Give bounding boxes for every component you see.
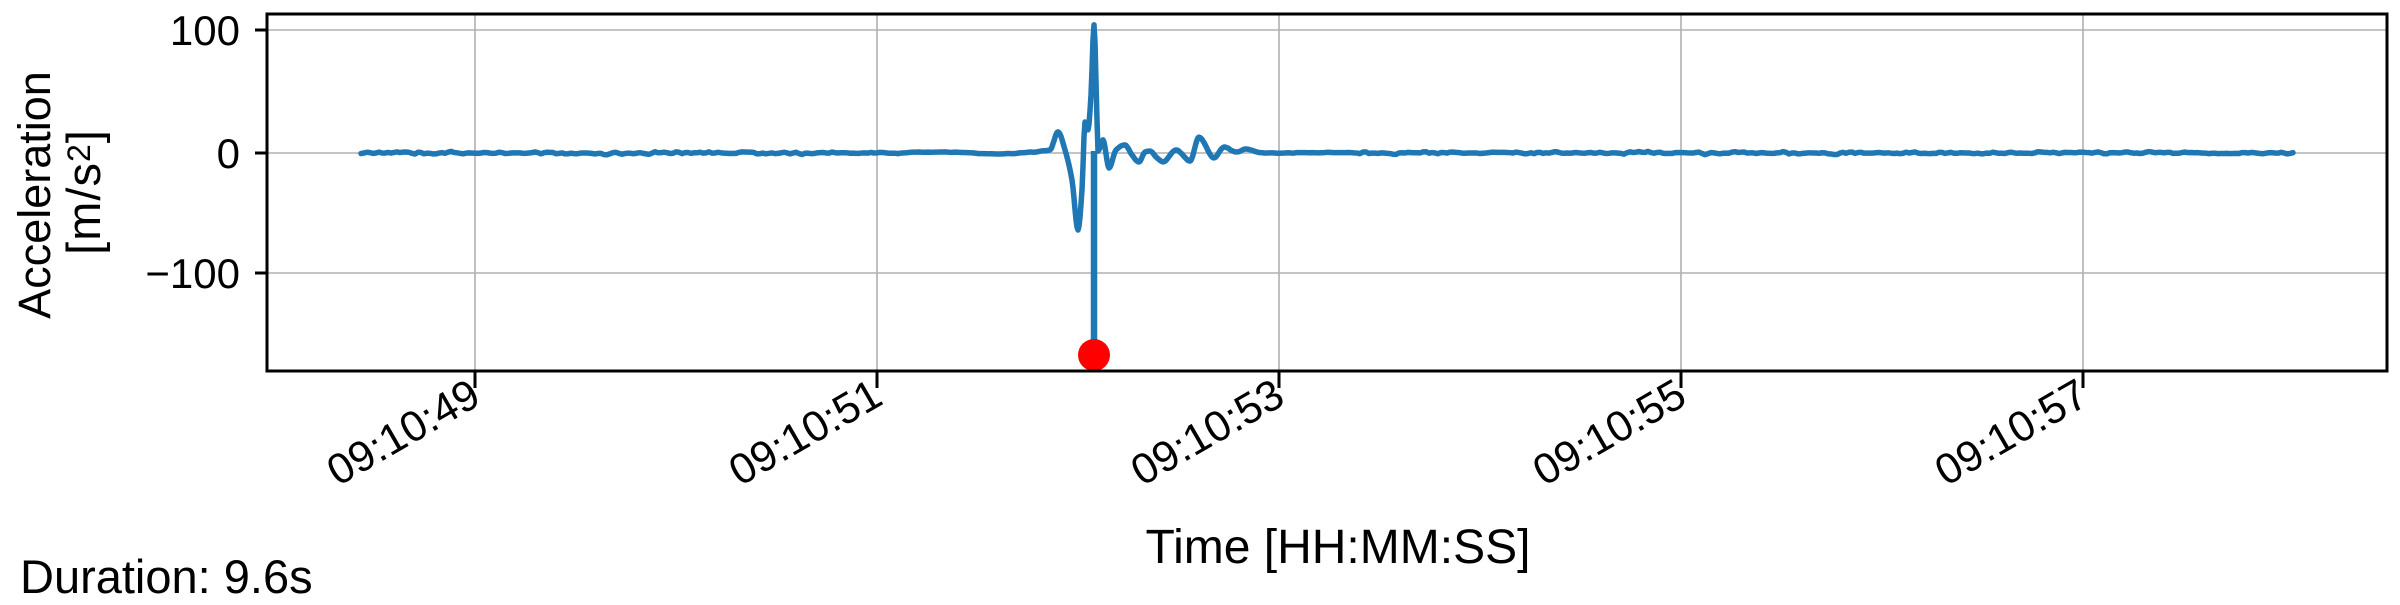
- svg-text:Acceleration: Acceleration: [9, 71, 60, 319]
- svg-text:Time [HH:MM:SS]: Time [HH:MM:SS]: [1146, 521, 1531, 574]
- svg-text:0: 0: [217, 130, 240, 177]
- svg-text:100: 100: [170, 7, 240, 54]
- svg-text:−100: −100: [145, 250, 240, 297]
- svg-text:Duration: 9.6s: Duration: 9.6s: [20, 550, 313, 600]
